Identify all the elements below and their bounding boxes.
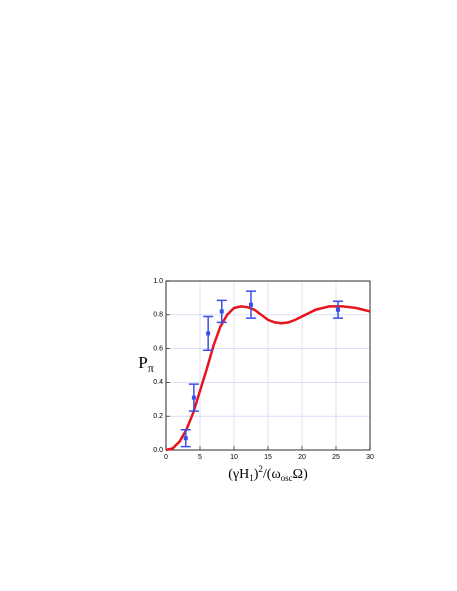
data-point: [219, 309, 224, 314]
y-axis-label: Pπ: [138, 353, 154, 375]
y-label-main: P: [138, 353, 147, 372]
x-tick-label: 10: [230, 454, 238, 461]
plot-frame: [165, 280, 371, 451]
x-label-part: ): [254, 467, 259, 482]
data-point: [191, 395, 196, 400]
fit-curve: [165, 305, 371, 452]
data-point: [249, 302, 253, 307]
y-tick-label: 0.8: [153, 312, 163, 319]
data-point: [183, 436, 188, 441]
x-tick-label: 20: [298, 454, 306, 461]
y-tick-label: 0.4: [153, 379, 163, 386]
x-label-part: /(ω: [263, 467, 281, 482]
y-tick-label: 1.0: [153, 278, 163, 285]
y-label-sub: π: [148, 361, 154, 375]
x-label-part: Ω): [293, 467, 308, 482]
x-axis-label: (γH1)2/(ωoscΩ): [228, 464, 308, 483]
data-point: [206, 331, 211, 336]
x-label-part: (γH: [228, 467, 249, 482]
x-tick-label: 30: [366, 454, 374, 461]
x-label-sub: 1: [249, 473, 254, 483]
data-point: [336, 307, 341, 312]
x-tick-label: 0: [164, 454, 168, 461]
x-tick-label: 25: [332, 454, 340, 461]
y-tick-label: 0.0: [153, 447, 163, 454]
x-label-sup: 2: [258, 464, 263, 474]
y-tick-label: 0.6: [153, 345, 163, 352]
x-tick-label: 5: [198, 454, 202, 461]
x-tick-label: 15: [264, 454, 272, 461]
y-tick-label: 0.2: [153, 413, 163, 420]
x-label-sub: osc: [281, 473, 293, 483]
